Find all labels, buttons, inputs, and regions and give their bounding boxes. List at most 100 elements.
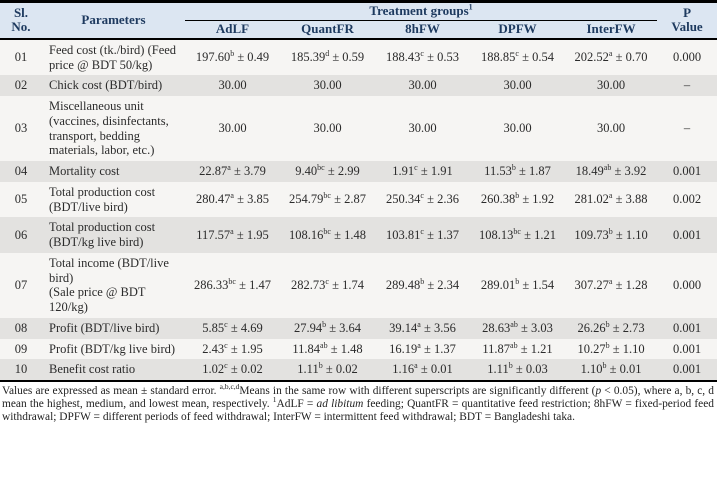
value-cell-interfw: 18.49ab ± 3.92 bbox=[575, 162, 647, 179]
value-cell-adlf: 30.00 bbox=[218, 78, 247, 93]
value-cell-adlf: 30.00 bbox=[218, 121, 247, 136]
treatment-groups-footnote-marker: 1 bbox=[468, 2, 473, 12]
p-value-cell: 0.002 bbox=[672, 192, 702, 207]
p-value-cell: – bbox=[683, 78, 691, 93]
value-cell-adlf: 1.02c ± 0.02 bbox=[185, 359, 280, 383]
parameter-cell: Total production cost (BDT/live bird) bbox=[49, 184, 156, 214]
treatment-groups-label: Treatment groups bbox=[369, 3, 469, 18]
sl-no-cell: 09 bbox=[14, 341, 28, 356]
sl-no-cell: 03 bbox=[14, 121, 28, 136]
sl-no-cell: 05 bbox=[14, 192, 28, 207]
p-value-cell: 0.001 bbox=[657, 359, 717, 383]
parameter-cell: Miscellaneous unit (vaccines, disinfecta… bbox=[49, 99, 169, 158]
sl-no-cell: 07 bbox=[14, 278, 28, 292]
value-cell-adlf: 197.60b ± 0.49 bbox=[195, 49, 270, 65]
parameter-cell: Total income (BDT/live bird) (Sale price… bbox=[49, 255, 169, 315]
value-cell-interfw: 30.00 bbox=[596, 78, 626, 93]
value-cell-interfw: 1.10b ± 0.01 bbox=[565, 359, 658, 383]
value-cell-dpfw: 260.38b ± 1.92 bbox=[480, 191, 555, 207]
parameter-cell: Mortality cost bbox=[49, 164, 120, 179]
value-cell-quantfr: 185.39d ± 0.59 bbox=[290, 49, 365, 65]
parameter-cell: Profit (BDT/live bird) bbox=[49, 320, 160, 335]
header-p-value: P Value bbox=[657, 1, 717, 40]
value-cell-dpfw: 28.63ab ± 3.03 bbox=[482, 319, 553, 335]
value-cell-adlf: 2.43c ± 1.95 bbox=[202, 340, 263, 356]
value-cell-8hfw: 289.48b ± 2.34 bbox=[385, 276, 460, 292]
value-cell-dpfw: 289.01b ± 1.54 bbox=[480, 276, 555, 292]
sl-no-cell: 01 bbox=[14, 50, 28, 65]
value-cell-interfw: 307.27a ± 1.28 bbox=[574, 276, 648, 292]
value-cell-quantfr: 30.00 bbox=[313, 78, 342, 93]
p-value-cell: 0.000 bbox=[672, 278, 702, 292]
sl-no-cell: 10 bbox=[0, 359, 42, 383]
parameter-cell: Chick cost (BDT/bird) bbox=[49, 78, 163, 93]
value-cell-8hfw: 1.16a ± 0.01 bbox=[375, 359, 470, 383]
value-cell-dpfw: 108.13bc ± 1.21 bbox=[479, 226, 556, 242]
value-cell-dpfw: 30.00 bbox=[503, 78, 532, 93]
value-cell-adlf: 22.87a ± 3.79 bbox=[199, 162, 266, 179]
header-group-adlf: AdLF bbox=[185, 20, 280, 40]
value-cell-8hfw: 1.91c ± 1.91 bbox=[392, 162, 453, 179]
table-row: 05 Total production cost (BDT/live bird) 2… bbox=[0, 181, 717, 218]
p-value-cell: 0.001 bbox=[672, 227, 702, 242]
value-cell-8hfw: 250.34c ± 2.36 bbox=[386, 191, 459, 207]
header-group-dpfw: DPFW bbox=[470, 20, 565, 40]
parameter-cell: Feed cost (tk./bird) (Feed price @ BDT 5… bbox=[49, 42, 177, 72]
table-row: 02 Chick cost (BDT/bird) 30.00 30.00 30.00 30… bbox=[0, 75, 717, 97]
table-row: 04 Mortality cost 22.87a ± 3.79 9.40bc ± 2.… bbox=[0, 161, 717, 182]
table-row: 10 Benefit cost ratio 1.02c ± 0.02 1.11b ± … bbox=[0, 359, 717, 383]
sl-no-cell: 08 bbox=[14, 320, 28, 335]
value-cell-dpfw: 188.85c ± 0.54 bbox=[481, 49, 554, 65]
value-cell-8hfw: 30.00 bbox=[408, 121, 437, 136]
value-cell-interfw: 202.52a ± 0.70 bbox=[574, 49, 648, 65]
value-cell-8hfw: 30.00 bbox=[408, 78, 437, 93]
value-cell-dpfw: 1.11b ± 0.03 bbox=[470, 359, 565, 383]
value-cell-8hfw: 16.19a ± 1.37 bbox=[389, 340, 456, 356]
footnote: Values are expressed as mean ± standard … bbox=[2, 382, 714, 423]
value-cell-8hfw: 103.81c ± 1.37 bbox=[386, 226, 459, 242]
value-cell-dpfw: 11.87ab ± 1.21 bbox=[482, 340, 553, 356]
table-row: 09 Profit (BDT/kg live bird) 2.43c ± 1.95 1… bbox=[0, 338, 717, 360]
table-row: 03 Miscellaneous unit (vaccines, disinfec… bbox=[0, 96, 717, 162]
value-cell-adlf: 286.33bc ± 1.47 bbox=[194, 276, 271, 292]
header-parameters: Parameters bbox=[42, 1, 185, 40]
p-value-cell: 0.001 bbox=[672, 341, 702, 356]
value-cell-interfw: 109.73b ± 1.10 bbox=[574, 226, 648, 242]
value-cell-interfw: 26.26b ± 2.73 bbox=[577, 319, 645, 335]
table-header: Sl. No. Parameters Treatment groups1 P V… bbox=[0, 1, 717, 40]
table-row: 06 Total production cost (BDT/kg live bir… bbox=[0, 217, 717, 253]
header-group-8hfw: 8hFW bbox=[375, 20, 470, 40]
parameter-cell: Total production cost (BDT/kg live bird) bbox=[49, 220, 156, 250]
parameter-cell: Benefit cost ratio bbox=[42, 359, 185, 383]
p-value-cell: – bbox=[683, 121, 691, 136]
header-group-quantfr: QuantFR bbox=[280, 20, 375, 40]
p-value-cell: 0.001 bbox=[672, 320, 702, 335]
value-cell-dpfw: 11.53b ± 1.87 bbox=[484, 162, 551, 179]
value-cell-quantfr: 27.94b ± 3.64 bbox=[293, 319, 362, 335]
value-cell-quantfr: 9.40bc ± 2.99 bbox=[295, 162, 360, 179]
value-cell-8hfw: 188.43c ± 0.53 bbox=[386, 49, 459, 65]
value-cell-quantfr: 254.79bc ± 2.87 bbox=[289, 191, 366, 207]
value-cell-quantfr: 108.16bc ± 1.48 bbox=[289, 226, 366, 242]
sl-no-cell: 04 bbox=[14, 164, 28, 179]
header-sl-no: Sl. No. bbox=[0, 1, 42, 40]
table-row: 07 Total income (BDT/live bird) (Sale pri… bbox=[0, 252, 717, 318]
value-cell-interfw: 281.02a ± 3.88 bbox=[574, 191, 648, 207]
value-cell-quantfr: 282.73c ± 1.74 bbox=[291, 276, 364, 292]
value-cell-adlf: 5.85c ± 4.69 bbox=[202, 319, 263, 335]
table-body: 01 Feed cost (tk./bird) (Feed price @ BDT… bbox=[0, 38, 717, 383]
sl-no-cell: 02 bbox=[14, 78, 28, 93]
header-treatment-groups: Treatment groups1 bbox=[185, 1, 658, 21]
value-cell-quantfr: 1.11b ± 0.02 bbox=[280, 359, 375, 383]
table-row: 08 Profit (BDT/live bird) 5.85c ± 4.69 27.9… bbox=[0, 317, 717, 339]
value-cell-quantfr: 11.84ab ± 1.48 bbox=[292, 340, 363, 356]
table-row: 01 Feed cost (tk./bird) (Feed price @ BDT… bbox=[0, 38, 717, 76]
parameter-cell: Profit (BDT/kg live bird) bbox=[49, 341, 176, 356]
value-cell-quantfr: 30.00 bbox=[313, 121, 342, 136]
value-cell-adlf: 117.57a ± 1.95 bbox=[196, 226, 269, 242]
economics-table: Sl. No. Parameters Treatment groups1 P V… bbox=[0, 0, 717, 383]
p-value-cell: 0.001 bbox=[672, 164, 702, 179]
value-cell-adlf: 280.47a ± 3.85 bbox=[196, 191, 269, 207]
value-cell-dpfw: 30.00 bbox=[503, 121, 532, 136]
p-value-cell: 0.000 bbox=[672, 50, 702, 65]
